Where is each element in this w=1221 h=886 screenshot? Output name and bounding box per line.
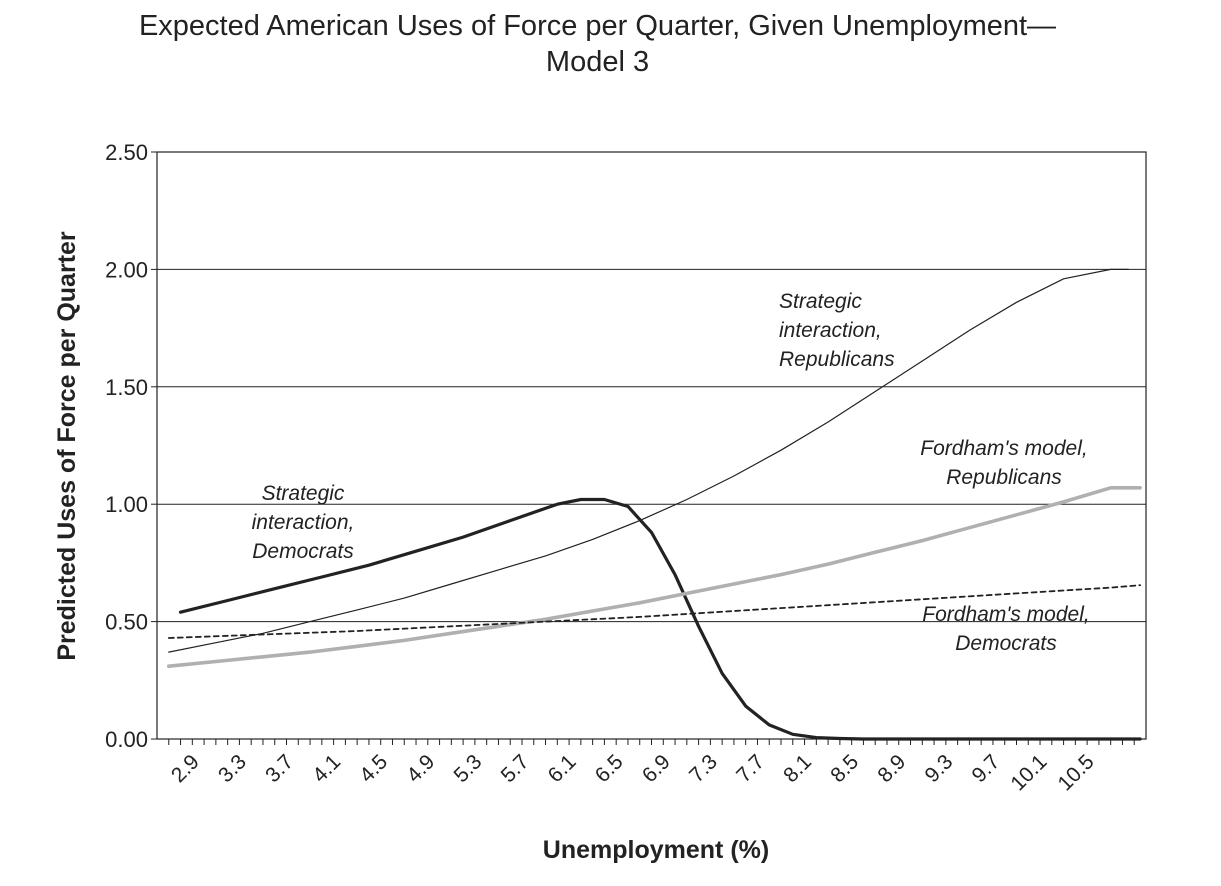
x-tick-label: 7.3	[685, 750, 722, 787]
gridlines	[157, 268, 1146, 623]
x-tick-label: 8.1	[779, 750, 816, 787]
series-label-2: interaction,	[252, 511, 355, 534]
y-tick-label: 2.50	[105, 140, 148, 165]
y-tick-label: 2.00	[105, 257, 148, 282]
series-label-1: Strategic	[779, 290, 862, 313]
x-tick-label: 8.9	[873, 750, 910, 787]
x-axis-minor-ticks	[168, 739, 1135, 745]
x-tick-label: 9.7	[968, 750, 1005, 787]
y-axis-ticks: 0.00 0.50 1.00 1.50 2.00 2.50	[105, 140, 157, 752]
x-axis-ticks: 2.9 3.3 3.7 4.1 4.5 4.9 5.3 5.7 6.1 6.5 6.9 7.3 7.7 8…	[167, 750, 1099, 795]
y-axis-label: Predicted Uses of Force per Quarter	[53, 231, 81, 661]
series-labels: Strategic interaction, Republicans Strategi…	[252, 290, 1090, 655]
x-tick-label: 3.7	[261, 750, 298, 787]
x-tick-label: 5.3	[450, 750, 487, 787]
x-tick-label: 4.9	[402, 750, 439, 787]
series-label-2: Democrats	[252, 540, 354, 563]
x-tick-label: 5.7	[497, 750, 534, 787]
chart-title: Expected American Uses of Force per Quar…	[0, 8, 1195, 80]
series-line-1	[168, 268, 1129, 653]
series-label-3: Fordham's model,	[920, 437, 1087, 460]
x-axis-label: Unemployment (%)	[543, 836, 769, 864]
x-tick-label: 6.5	[591, 750, 628, 787]
series-label-1: Republicans	[779, 348, 895, 371]
x-tick-label: 6.1	[544, 750, 581, 787]
y-tick-label: 0.50	[105, 610, 148, 635]
x-tick-label: 8.5	[826, 750, 863, 787]
x-tick-label: 9.3	[920, 750, 957, 787]
series-line-3	[167, 485, 1142, 669]
x-tick-label: 4.1	[308, 750, 345, 787]
series-line-4	[167, 584, 1141, 639]
x-tick-label: 10.5	[1054, 750, 1099, 795]
y-tick-label: 1.50	[105, 375, 148, 400]
x-tick-label: 3.3	[214, 750, 251, 787]
chart-title-line-2: Model 3	[545, 46, 650, 78]
series-label-2: Strategic	[262, 482, 345, 505]
x-tick-label: 2.9	[167, 750, 204, 787]
series-label-3: Republicans	[946, 466, 1062, 489]
x-tick-label: 7.7	[732, 750, 769, 787]
y-tick-label: 1.00	[105, 492, 148, 517]
series-label-4: Fordham's model,	[922, 603, 1089, 626]
x-tick-label: 10.1	[1006, 750, 1051, 795]
series-label-4: Democrats	[955, 632, 1057, 655]
chart-title-line-1: Expected American Uses of Force per Quar…	[138, 10, 1057, 42]
series-label-1: interaction,	[779, 319, 882, 342]
y-tick-label: 0.00	[105, 727, 148, 752]
x-tick-label: 6.9	[638, 750, 675, 787]
x-tick-label: 4.5	[355, 750, 392, 787]
